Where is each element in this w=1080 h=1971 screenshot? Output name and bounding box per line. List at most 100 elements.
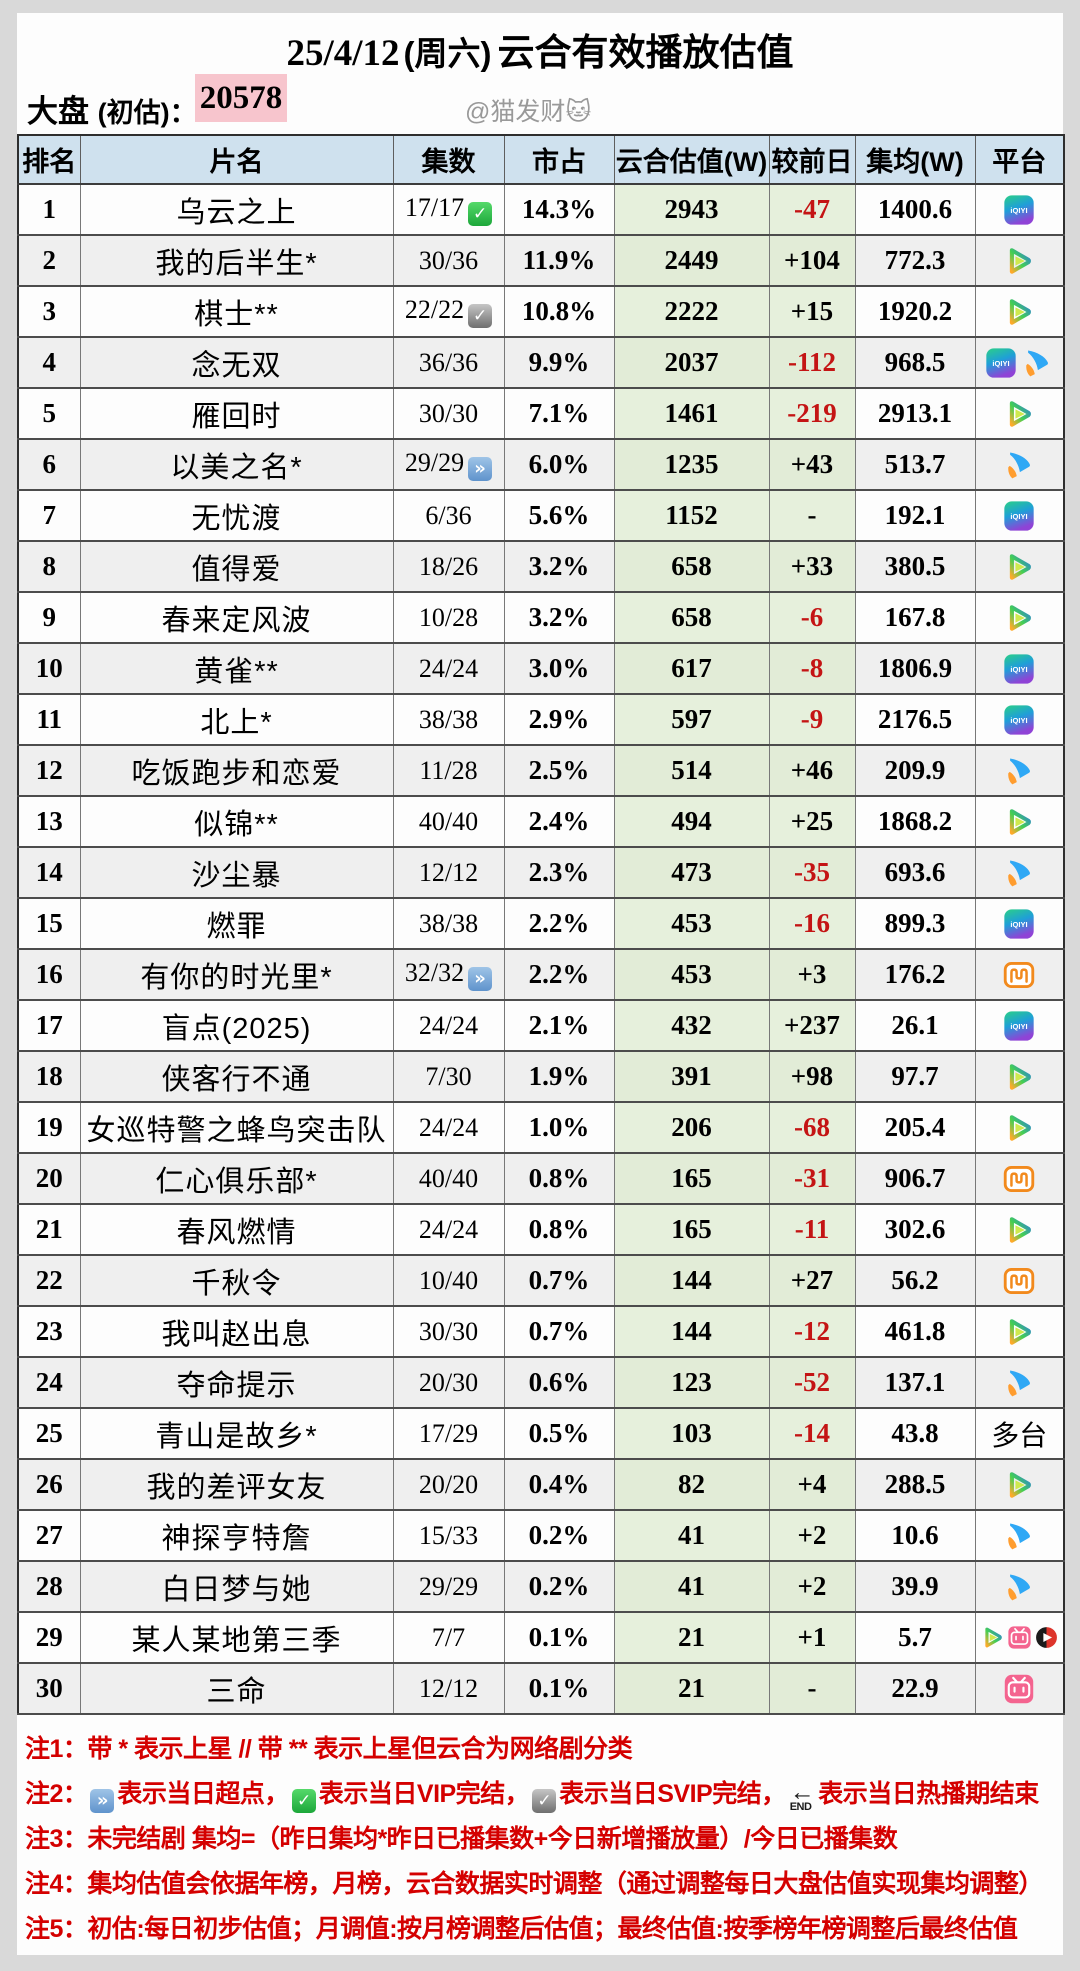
share-cell: 1.9% (503, 1050, 615, 1103)
episodes-cell: 6/36 (392, 489, 505, 542)
table-row: 16 有你的时光里* 32/32» 2.2% 453 +3 176.2 (17, 948, 1065, 1001)
episodes-cell: 20/30 (392, 1356, 505, 1409)
delta-cell: -68 (768, 1101, 856, 1154)
tencent-platform-icon (1003, 1316, 1035, 1348)
table-row: 18 侠客行不通 7/30 1.9% 391 +98 97.7 (17, 1050, 1065, 1103)
delta-cell: - (768, 489, 856, 542)
share-cell: 3.2% (503, 540, 615, 593)
table-row: 1 乌云之上 17/17 ✓ 14.3% 2943 -47 1400.6 iQIYI (17, 183, 1065, 236)
avg-cell: 209.9 (854, 744, 976, 797)
tencent-platform-icon (1003, 296, 1035, 328)
avg-cell: 906.7 (854, 1152, 976, 1205)
avg-cell: 167.8 (854, 591, 976, 644)
avg-cell: 968.5 (854, 336, 976, 389)
share-cell: 0.7% (503, 1305, 615, 1358)
platform-cell (974, 1662, 1065, 1715)
platform-cell (974, 948, 1065, 1001)
note-line: 注1：带 * 表示上星 // 带 ** 表示上星但云合为网络剧分类 (25, 1735, 633, 1763)
table-row: 30 三命 12/12 0.1% 21-22.9 (17, 1662, 1065, 1715)
market-label: 大盘 (初估)： (27, 94, 197, 129)
mango-platform-icon (1003, 1163, 1035, 1195)
platform-cell (974, 1050, 1065, 1103)
youku-platform-icon (1003, 857, 1035, 889)
estimate-cell: 432 (613, 999, 770, 1052)
note-line: 注3：未完结剧 集均=（昨日集均*昨日已播集数+今日新增播放量）/今日已播集数 (25, 1825, 898, 1853)
estimate-cell: 617 (613, 642, 770, 695)
share-cell: 0.4% (503, 1458, 615, 1511)
title-cell: 值得爱 (79, 540, 394, 593)
estimate-cell: 1235 (613, 438, 770, 491)
table-row: 4 念无双 36/36 9.9% 2037 -112 968.5 iQIYI (17, 336, 1065, 389)
column-header-7: 平台 (974, 134, 1065, 185)
delta-cell: -112 (768, 336, 856, 389)
share-cell: 0.1% (503, 1662, 615, 1715)
note-label: 注4： (25, 1870, 88, 1898)
platform-cell (974, 540, 1065, 593)
rank-cell: 24 (17, 1356, 81, 1409)
title-cell: 女巡特警之蜂鸟突击队 (79, 1101, 394, 1154)
table-row: 7 无忧渡 6/36 5.6% 1152-192.1 iQIYI (17, 489, 1065, 542)
share-cell: 2.2% (503, 948, 615, 1001)
title-cell: 吃饭跑步和恋爱 (79, 744, 394, 797)
table-row: 11 北上* 38/38 2.9% 597 -9 2176.5 iQIYI (17, 693, 1065, 746)
platform-cell: iQIYI (974, 897, 1065, 950)
title-cell: 仁心俱乐部* (79, 1152, 394, 1205)
avg-cell: 380.5 (854, 540, 976, 593)
column-header-5: 较前日 (768, 134, 856, 185)
table-row: 23 我叫赵出息 30/30 0.7% 144 -12 461.8 (17, 1305, 1065, 1358)
avg-cell: 1400.6 (854, 183, 976, 236)
platform-text: 多台 (991, 1419, 1048, 1451)
tencent-platform-icon (1003, 398, 1035, 430)
title-cell: 三命 (79, 1662, 394, 1715)
table-row: 28 白日梦与她 29/29 0.2% 41 +2 39.9 (17, 1560, 1065, 1613)
avg-cell: 2913.1 (854, 387, 976, 440)
table-row: 15 燃罪 38/38 2.2% 453 -16 899.3 iQIYI (17, 897, 1065, 950)
platform-cell (974, 795, 1065, 848)
svg-text:iQIYI: iQIYI (993, 359, 1010, 368)
report-card: 25/4/12 (周六) 云合有效播放估值 大盘 (初估)： 20578 @猫发财🐱… (17, 13, 1065, 1955)
avg-cell: 1868.2 (854, 795, 976, 848)
estimate-cell: 597 (613, 693, 770, 746)
episodes-cell: 10/40 (392, 1254, 505, 1307)
avg-cell: 22.9 (854, 1662, 976, 1715)
title-cell: 棋士** (79, 285, 394, 338)
rank-cell: 4 (17, 336, 81, 389)
share-cell: 3.0% (503, 642, 615, 695)
delta-cell: -9 (768, 693, 856, 746)
table-row: 10 黄雀** 24/24 3.0% 617 -8 1806.9 iQIYI (17, 642, 1065, 695)
note-label: 注2： (25, 1780, 88, 1808)
svg-text:iQIYI: iQIYI (1011, 716, 1028, 725)
vip-check-icon: ✓ (468, 202, 493, 226)
note-line: 注5：初估:每日初步估值；月调值:按月榜调整后估值；最终估值:按季榜年榜调整后最… (25, 1915, 1018, 1943)
tencent-platform-icon (1003, 602, 1035, 634)
title-cell: 春来定风波 (79, 591, 394, 644)
table-row: 13 似锦** 40/40 2.4% 494 +25 1868.2 (17, 795, 1065, 848)
episodes-cell: 22/22 ✓ (392, 285, 505, 338)
table-row: 9 春来定风波 10/28 3.2% 658 -6 167.8 (17, 591, 1065, 644)
estimate-cell: 1152 (613, 489, 770, 542)
bilibili-platform-icon (1007, 1625, 1032, 1650)
episodes-cell: 30/36 (392, 234, 505, 287)
svg-text:iQIYI: iQIYI (1011, 665, 1028, 674)
market-value: 20578 (195, 74, 287, 122)
platform-cell: iQIYI (974, 336, 1065, 389)
share-cell: 6.0% (503, 438, 615, 491)
delta-cell: -8 (768, 642, 856, 695)
rank-cell: 1 (17, 183, 81, 236)
platform-cell: iQIYI (974, 642, 1065, 695)
delta-cell: +2 (768, 1560, 856, 1613)
tencent-platform-icon (1003, 245, 1035, 277)
delta-cell: -35 (768, 846, 856, 899)
note-line: 注4：集均估值会依据年榜，月榜，云合数据实时调整（通过调整每日大盘估值实现集均调… (25, 1870, 1043, 1898)
episodes-cell: 11/28 (392, 744, 505, 797)
share-cell: 2.4% (503, 795, 615, 848)
delta-cell: +2 (768, 1509, 856, 1562)
episodes-cell: 32/32» (392, 948, 505, 1001)
estimate-cell: 41 (613, 1509, 770, 1562)
delta-cell: -11 (768, 1203, 856, 1256)
iqiyi-platform-icon: iQIYI (1003, 908, 1035, 940)
platform-cell: 多台 (974, 1407, 1065, 1460)
table-row: 17 盲点(2025) 24/24 2.1% 432 +237 26.1 iQIYI (17, 999, 1065, 1052)
fast-forward-icon: » (468, 967, 493, 991)
avg-cell: 899.3 (854, 897, 976, 950)
